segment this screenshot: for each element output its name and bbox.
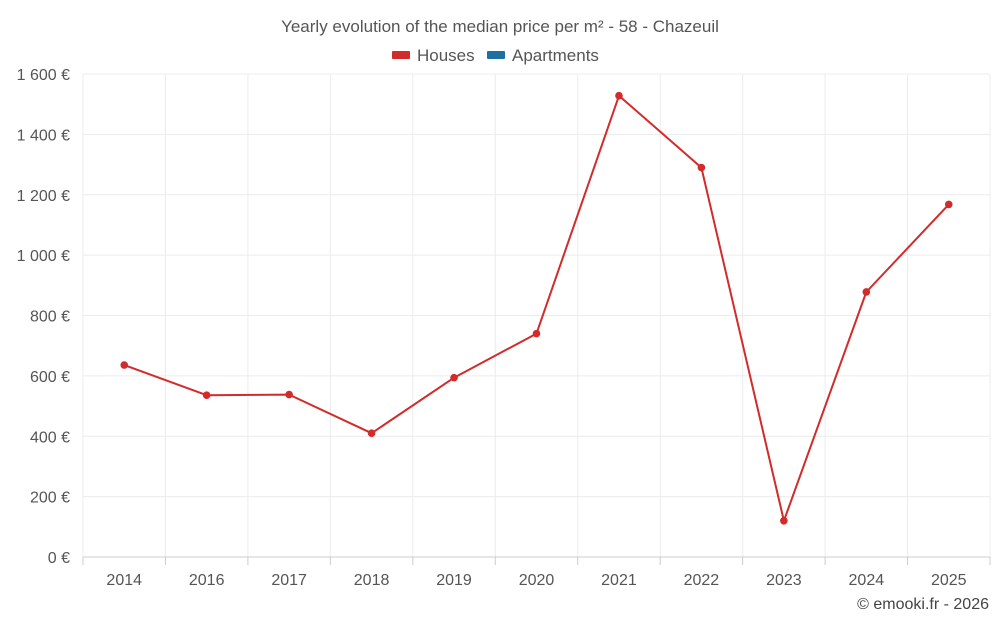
y-gridlines <box>83 73 990 498</box>
x-tick-label: 2014 <box>106 572 142 589</box>
x-tick-label: 2022 <box>684 572 720 589</box>
data-point-houses <box>615 91 623 100</box>
data-point-houses <box>202 391 211 399</box>
x-tick-label: 2025 <box>931 572 967 589</box>
legend-item-houses[interactable]: Houses <box>392 46 475 65</box>
data-point-houses <box>944 200 953 209</box>
x-gridlines <box>82 74 991 557</box>
legend-item-apartments[interactable]: Apartments <box>487 46 599 65</box>
legend-swatch-houses <box>392 51 410 59</box>
data-point-houses <box>862 288 871 296</box>
y-tick-label: 600 € <box>30 369 70 386</box>
x-tick-label: 2021 <box>601 572 637 589</box>
data-point-houses <box>450 373 458 382</box>
x-tick-label: 2023 <box>766 572 802 589</box>
x-tick-label: 2017 <box>271 572 307 589</box>
y-tick-label: 200 € <box>30 490 70 507</box>
credit-text: © emooki.fr - 2026 <box>857 596 989 613</box>
legend-swatch-apartments <box>487 51 505 59</box>
series-layer <box>120 91 953 525</box>
data-point-houses <box>367 429 376 438</box>
y-tick-label: 1 200 € <box>17 188 70 205</box>
legend: Houses Apartments <box>392 46 599 65</box>
x-tick-label: 2018 <box>354 572 390 589</box>
y-tick-label: 400 € <box>30 429 70 446</box>
x-tick-label: 2016 <box>189 572 225 589</box>
x-tick-label: 2019 <box>436 572 472 589</box>
y-tick-label: 1 400 € <box>17 127 70 144</box>
legend-label-apartments: Apartments <box>512 46 599 65</box>
legend-label-houses: Houses <box>417 46 475 65</box>
data-point-houses <box>532 329 541 338</box>
data-point-houses <box>285 390 293 399</box>
y-tick-label: 1 600 € <box>17 67 70 84</box>
y-axis-labels: 0 € 200 € 400 € 600 € 800 € 1 000 € 1 200 € 1 4… <box>17 67 70 567</box>
data-point-houses <box>120 361 129 369</box>
y-tick-label: 0 € <box>48 550 70 567</box>
x-axis: 2014 2016 2017 2018 2019 2020 2021 2022 2023 2024… <box>82 556 991 589</box>
y-tick-label: 1 000 € <box>17 248 70 265</box>
data-point-houses <box>780 516 788 525</box>
y-tick-label: 800 € <box>30 309 70 326</box>
data-point-houses <box>697 163 706 172</box>
x-tick-label: 2024 <box>849 572 885 589</box>
x-tick-label: 2020 <box>519 572 555 589</box>
chart-title: Yearly evolution of the median price per… <box>281 17 719 36</box>
